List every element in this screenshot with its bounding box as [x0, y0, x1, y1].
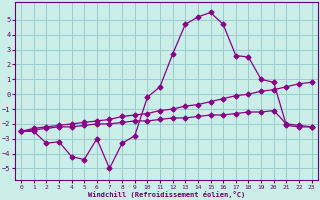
X-axis label: Windchill (Refroidissement éolien,°C): Windchill (Refroidissement éolien,°C) [88, 191, 245, 198]
